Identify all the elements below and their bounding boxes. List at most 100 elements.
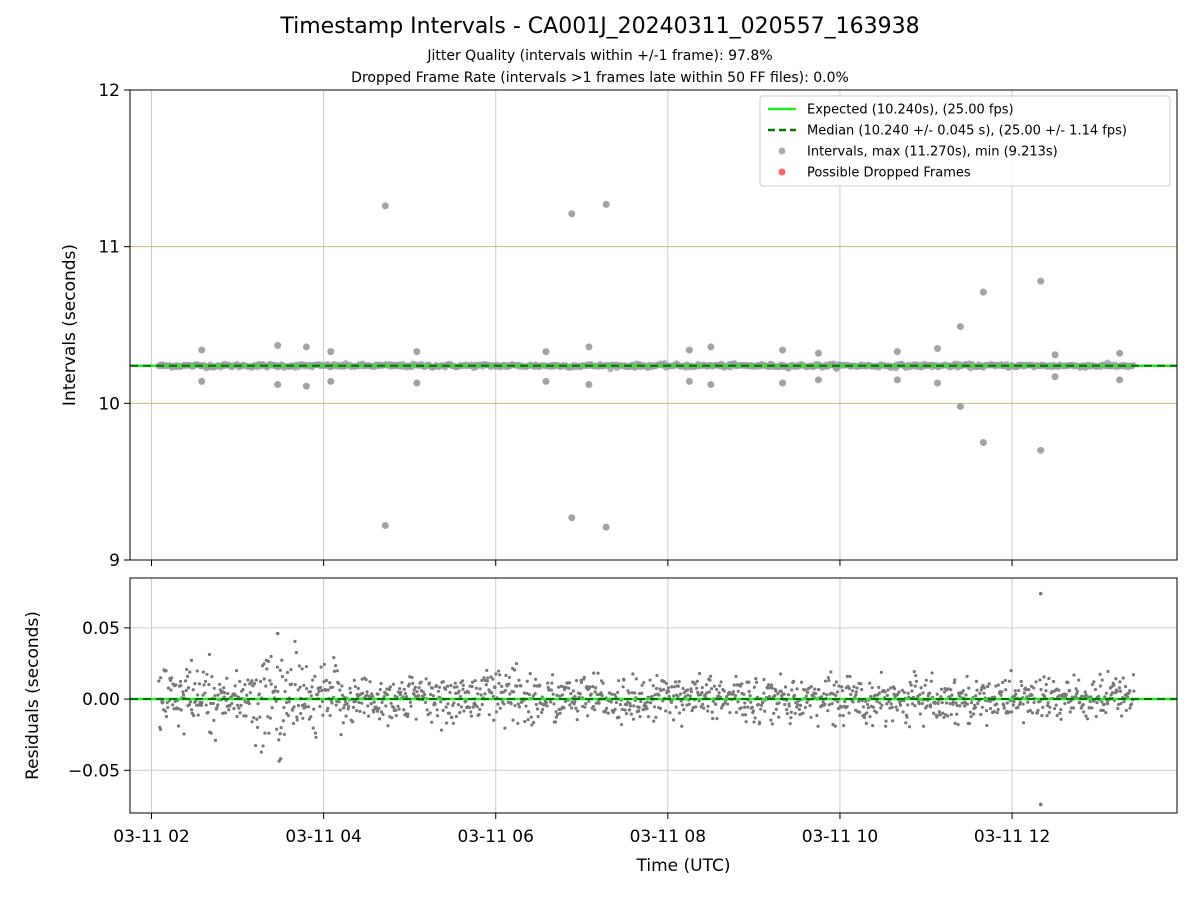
bottom-y-axis-label: Residuals (seconds) (23, 611, 43, 780)
residual-point (439, 728, 444, 732)
residual-point (676, 694, 680, 698)
residual-point (195, 693, 200, 697)
residual-point (1125, 695, 1130, 699)
residual-point (686, 688, 690, 692)
residual-point (860, 687, 864, 692)
residual-point (1071, 706, 1075, 710)
residual-point (719, 680, 723, 684)
interval-outlier-point (585, 343, 593, 351)
residual-point (223, 711, 228, 715)
residual-point (843, 700, 847, 704)
residual-point (485, 668, 489, 673)
residual-point (284, 700, 289, 705)
residual-point (686, 693, 690, 697)
residual-point (397, 707, 401, 711)
residual-point (906, 703, 910, 707)
residual-point (554, 715, 558, 719)
interval-outlier-point (814, 376, 822, 384)
residual-point (244, 714, 248, 718)
residual-point (1058, 711, 1062, 715)
legend-label: Intervals, max (11.270s), min (9.213s) (807, 145, 1058, 160)
residual-point (519, 684, 523, 688)
residual-point (421, 690, 425, 694)
residual-point (210, 675, 214, 679)
residual-point (785, 708, 789, 712)
residual-point (1078, 700, 1082, 704)
residual-point (412, 692, 416, 696)
residual-point (278, 668, 282, 672)
residual-point (1099, 708, 1103, 713)
residual-point (953, 678, 957, 682)
residual-point (914, 679, 919, 683)
residual-point (278, 732, 282, 736)
residual-point (668, 710, 672, 715)
residual-point (534, 702, 538, 707)
residual-point (783, 685, 788, 689)
residual-point (252, 682, 257, 686)
residual-point (201, 670, 205, 674)
residual-point (616, 690, 620, 694)
residual-point (710, 710, 714, 714)
residual-point (933, 700, 937, 704)
residual-point (1028, 708, 1032, 713)
residual-point (375, 709, 380, 713)
residual-point (549, 688, 554, 692)
residual-point (512, 690, 516, 694)
residual-point (937, 710, 941, 714)
residual-point (508, 692, 512, 696)
residual-point (949, 712, 953, 717)
residual-point (410, 675, 414, 680)
residual-point (908, 680, 912, 684)
residual-point (196, 713, 200, 717)
residual-point (836, 706, 841, 711)
residual-point (815, 713, 819, 718)
residual-point (353, 699, 358, 704)
residual-point (326, 706, 330, 710)
residual-point (164, 669, 168, 673)
residual-point (405, 695, 409, 699)
residual-point (345, 701, 349, 706)
residual-point (186, 686, 191, 690)
residual-point (935, 715, 939, 719)
residual-point (503, 726, 507, 730)
residual-point (700, 690, 704, 695)
residual-point (918, 693, 922, 697)
residual-point (942, 690, 947, 694)
residual-point (258, 715, 262, 719)
residual-point (770, 686, 774, 690)
residual-point (776, 692, 780, 696)
residual-point (808, 704, 812, 708)
residual-point (637, 705, 641, 709)
residual-point (515, 684, 519, 688)
residual-point (955, 712, 959, 716)
residual-point (476, 692, 480, 696)
residual-point (1067, 688, 1072, 693)
residual-point (173, 699, 177, 704)
residual-point (968, 710, 973, 714)
residual-point (283, 689, 287, 694)
intervals-plot: 9 10 11 12 Intervals (seconds) (60, 81, 1178, 571)
residual-point (497, 681, 501, 685)
residual-point (498, 673, 502, 677)
residual-point (264, 684, 268, 688)
residual-point (677, 680, 681, 684)
residual-point (287, 700, 291, 704)
residual-point (496, 669, 501, 673)
residual-point (528, 672, 532, 676)
residual-point (340, 684, 344, 688)
residual-point (1017, 688, 1021, 693)
residual-point (743, 701, 747, 705)
residual-point (816, 724, 820, 728)
residual-point (270, 706, 274, 710)
residual-point (415, 690, 419, 694)
residual-point (960, 691, 964, 695)
residual-point (1086, 695, 1090, 699)
residual-point (290, 707, 295, 711)
residual-point (718, 684, 722, 688)
residual-point (672, 694, 676, 698)
residual-point (710, 687, 714, 691)
residual-point (1128, 689, 1132, 693)
residual-point (511, 718, 515, 722)
residual-point (715, 687, 719, 692)
residual-point (909, 683, 913, 687)
